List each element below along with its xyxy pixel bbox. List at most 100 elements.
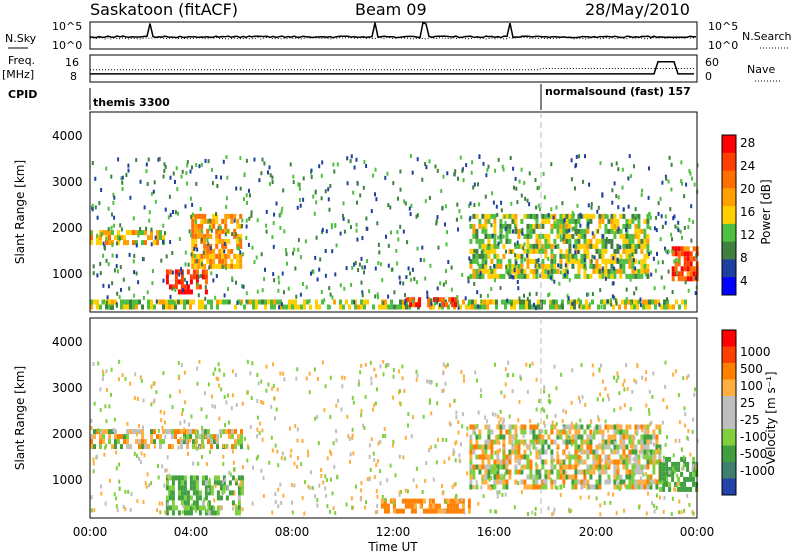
velocity-echo	[165, 468, 168, 473]
velocity-cell-3	[580, 434, 584, 440]
power-echo	[280, 302, 283, 307]
velocity-cell-3	[547, 469, 551, 475]
power-echo	[591, 254, 594, 259]
velocity-cell-3	[559, 434, 563, 440]
power-echo	[408, 206, 411, 211]
power-echo	[366, 226, 369, 231]
power-cell-5	[508, 223, 512, 229]
power-echo	[329, 184, 332, 188]
power-cbar-tick-24: 24	[740, 159, 755, 173]
velocity-cell-1	[216, 490, 220, 496]
power-cell-5	[472, 228, 476, 234]
power-cell-5	[634, 233, 638, 239]
power-echo	[402, 229, 405, 234]
power-cell-5	[508, 248, 512, 254]
nsky-series	[89, 21, 696, 39]
power-echo	[590, 202, 593, 207]
velocity-echo	[668, 470, 671, 475]
power-cell-1	[156, 240, 159, 246]
power-cell-0	[210, 304, 213, 310]
velocity-echo	[444, 381, 447, 386]
velocity-cell-0	[192, 439, 195, 445]
power-cell-0	[363, 304, 366, 310]
velocity-cell-2	[431, 508, 435, 514]
velocity-echo	[392, 374, 395, 379]
power-cell-5	[469, 223, 473, 229]
velocity-cell-0	[231, 444, 234, 450]
velocity-echo	[567, 434, 570, 439]
power-echo	[501, 164, 504, 169]
velocity-cell-3	[634, 454, 638, 460]
power-cell-3	[206, 233, 210, 239]
velocity-cell-3	[580, 424, 584, 430]
power-echo	[314, 189, 317, 194]
power-cell-5	[475, 258, 479, 264]
velocity-cell-3	[571, 439, 575, 445]
power-cell-5	[619, 258, 623, 264]
velocity-echo	[102, 372, 105, 377]
velocity-echo	[252, 465, 254, 470]
velocity-cell-3	[490, 454, 494, 460]
power-cell-5	[610, 228, 614, 234]
velocity-echo	[161, 501, 164, 506]
power-echo	[582, 179, 585, 184]
power-echo	[660, 275, 663, 280]
velocity-echo	[466, 471, 469, 476]
power-echo	[315, 200, 318, 205]
velocity-echo	[262, 494, 265, 498]
power-echo	[171, 286, 174, 291]
power-echo	[98, 201, 101, 206]
power-cell-3	[236, 223, 240, 229]
velocity-cell-1	[207, 500, 211, 506]
power-echo	[532, 302, 535, 307]
velocity-echo	[376, 494, 379, 499]
velocity-cell-3	[472, 464, 476, 470]
velocity-echo	[259, 421, 262, 426]
power-echo	[654, 268, 657, 273]
velocity-echo	[607, 491, 610, 496]
velocity-echo	[234, 503, 237, 508]
velocity-cell-3	[595, 449, 599, 455]
velocity-echo	[636, 364, 639, 369]
power-cell-1	[108, 230, 111, 236]
power-cbar-swatch	[722, 277, 736, 296]
velocity-cell-3	[493, 464, 497, 470]
power-echo	[365, 216, 368, 221]
power-cell-0	[474, 299, 477, 305]
velocity-cell-3	[487, 474, 491, 480]
velocity-echo	[437, 437, 439, 442]
velocity-echo	[688, 502, 691, 507]
power-echo	[219, 226, 222, 231]
power-cell-3	[212, 258, 216, 264]
power-echo	[121, 175, 124, 180]
power-cell-1	[114, 235, 117, 241]
velocity-cell-1	[216, 510, 220, 516]
power-cell-2	[189, 289, 193, 295]
velocity-echo	[150, 481, 153, 486]
power-echo	[535, 205, 538, 210]
velocity-cell-0	[237, 439, 240, 445]
velocity-echo	[250, 396, 253, 400]
power-echo	[91, 161, 94, 165]
velocity-echo	[684, 423, 686, 428]
power-cell-5	[646, 253, 650, 259]
power-cell-5	[598, 213, 602, 219]
power-cell-0	[642, 299, 645, 305]
power-cell-0	[351, 299, 354, 305]
velocity-echo	[207, 502, 209, 507]
velocity-cell-3	[562, 469, 566, 475]
power-echo	[566, 270, 569, 275]
power-echo	[434, 164, 437, 169]
power-echo	[468, 203, 471, 208]
velocity-cell-3	[550, 484, 554, 490]
power-cell-0	[135, 299, 138, 305]
velocity-echo	[146, 472, 149, 477]
power-echo	[679, 229, 682, 234]
power-echo	[100, 188, 103, 192]
velocity-echo	[317, 441, 320, 446]
power-cell-5	[577, 263, 581, 269]
velocity-cell-3	[598, 444, 602, 450]
power-echo	[440, 189, 443, 194]
velocity-cell-3	[535, 454, 539, 460]
velocity-cell-4	[686, 476, 690, 482]
